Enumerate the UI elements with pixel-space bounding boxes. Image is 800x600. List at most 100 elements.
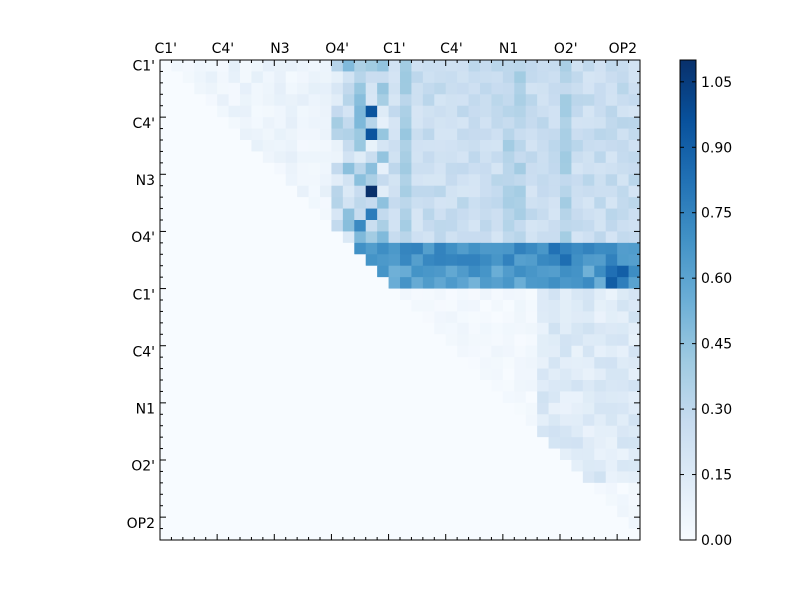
heatmap-cell bbox=[262, 414, 275, 427]
heatmap-cell bbox=[582, 60, 595, 72]
heatmap-cell bbox=[194, 105, 207, 118]
heatmap-cell bbox=[171, 471, 184, 484]
heatmap-cell bbox=[388, 288, 401, 301]
heatmap-cell bbox=[548, 334, 561, 347]
heatmap-cell bbox=[582, 494, 595, 507]
heatmap-cell bbox=[274, 117, 287, 129]
heatmap-cell bbox=[297, 242, 309, 255]
heatmap-cell bbox=[354, 311, 367, 324]
heatmap-cell bbox=[457, 60, 469, 72]
heatmap-cell bbox=[422, 322, 435, 335]
heatmap-cell bbox=[617, 174, 629, 187]
heatmap-cell bbox=[617, 60, 629, 72]
heatmap-cell bbox=[274, 345, 287, 358]
heatmap-cell bbox=[480, 494, 492, 507]
heatmap-cell bbox=[457, 380, 469, 392]
heatmap-cell bbox=[434, 437, 447, 449]
heatmap-cell bbox=[514, 528, 527, 541]
heatmap-cell bbox=[240, 288, 252, 301]
heatmap-cell bbox=[388, 197, 401, 209]
heatmap-cell bbox=[205, 242, 218, 255]
heatmap-cell bbox=[240, 105, 252, 118]
heatmap-cell bbox=[320, 380, 332, 392]
heatmap-cell bbox=[205, 380, 218, 392]
heatmap-cell bbox=[628, 345, 641, 358]
heatmap-cell bbox=[400, 140, 412, 152]
heatmap-cell bbox=[354, 162, 367, 175]
heatmap-cell bbox=[251, 494, 264, 507]
heatmap-cell bbox=[171, 357, 184, 369]
heatmap-cell bbox=[331, 197, 344, 209]
heatmap-cell bbox=[548, 288, 561, 301]
heatmap-cell bbox=[605, 425, 618, 438]
heatmap-cell bbox=[571, 117, 584, 129]
heatmap-cell bbox=[491, 414, 504, 427]
heatmap-cell bbox=[160, 402, 172, 415]
heatmap-cell bbox=[560, 482, 572, 495]
heatmap-cell bbox=[308, 517, 321, 529]
heatmap-cell bbox=[388, 322, 401, 335]
heatmap-cell bbox=[217, 220, 229, 232]
heatmap-cell bbox=[182, 231, 195, 244]
heatmap-cell bbox=[411, 265, 424, 278]
heatmap-cell bbox=[308, 322, 321, 335]
heatmap-cell bbox=[297, 185, 309, 198]
heatmap-cell bbox=[217, 162, 229, 175]
heatmap-cell bbox=[217, 242, 229, 255]
heatmap-cell bbox=[617, 322, 629, 335]
heatmap-cell bbox=[628, 105, 641, 118]
heatmap-cell bbox=[262, 185, 275, 198]
heatmap-cell bbox=[194, 128, 207, 141]
heatmap-cell bbox=[251, 128, 264, 141]
heatmap-cell bbox=[457, 482, 469, 495]
heatmap-cell bbox=[262, 482, 275, 495]
heatmap-cell bbox=[274, 288, 287, 301]
heatmap-cell bbox=[297, 174, 309, 187]
heatmap-cell bbox=[240, 254, 252, 267]
heatmap-cell bbox=[537, 288, 549, 301]
heatmap-cell bbox=[411, 437, 424, 449]
heatmap-cell bbox=[502, 231, 515, 244]
heatmap-cell bbox=[502, 82, 515, 95]
heatmap-cell bbox=[285, 494, 298, 507]
heatmap-cell bbox=[354, 471, 367, 484]
heatmap-cell bbox=[160, 368, 172, 381]
heatmap-cell bbox=[468, 71, 481, 84]
heatmap-cell bbox=[365, 391, 378, 404]
heatmap-cell bbox=[537, 117, 549, 129]
heatmap-cell bbox=[560, 94, 572, 107]
heatmap-cell bbox=[262, 311, 275, 324]
heatmap-cell bbox=[194, 437, 207, 449]
heatmap-cell bbox=[354, 300, 367, 312]
heatmap-cell bbox=[480, 254, 492, 267]
heatmap-cell bbox=[262, 174, 275, 187]
heatmap-cell bbox=[171, 197, 184, 209]
heatmap-cell bbox=[297, 345, 309, 358]
heatmap-cell bbox=[251, 368, 264, 381]
heatmap-cell bbox=[388, 94, 401, 107]
heatmap-cell bbox=[342, 402, 355, 415]
heatmap-cell bbox=[445, 517, 458, 529]
heatmap-cell bbox=[365, 94, 378, 107]
heatmap-cell bbox=[194, 380, 207, 392]
heatmap-cell bbox=[514, 117, 527, 129]
heatmap-cell bbox=[331, 311, 344, 324]
heatmap-cell bbox=[605, 437, 618, 449]
heatmap-cell bbox=[560, 357, 572, 369]
heatmap-cell bbox=[514, 94, 527, 107]
heatmap-cell bbox=[617, 151, 629, 164]
heatmap-cell bbox=[297, 414, 309, 427]
heatmap-cell bbox=[262, 322, 275, 335]
heatmap-cell bbox=[217, 460, 229, 472]
heatmap-cell bbox=[182, 334, 195, 347]
heatmap-cell bbox=[502, 425, 515, 438]
heatmap-cell bbox=[605, 471, 618, 484]
heatmap-cell bbox=[205, 345, 218, 358]
heatmap-cell bbox=[617, 208, 629, 221]
heatmap-cell bbox=[354, 140, 367, 152]
heatmap-cell bbox=[468, 402, 481, 415]
heatmap-cell bbox=[525, 311, 538, 324]
heatmap-cell bbox=[468, 368, 481, 381]
heatmap-cell bbox=[228, 151, 241, 164]
heatmap-cell bbox=[160, 60, 172, 72]
